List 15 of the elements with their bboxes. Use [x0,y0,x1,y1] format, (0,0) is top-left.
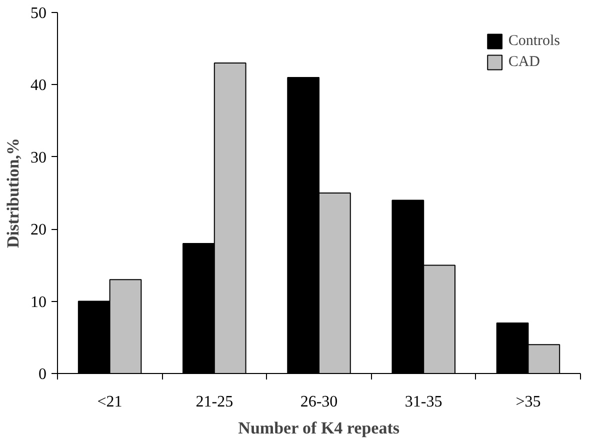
y-tick-label: 10 [30,294,46,311]
y-tick-label: 50 [30,5,46,22]
x-tick-label: <21 [97,394,122,410]
x-tick-label: 26-30 [300,394,338,410]
x-tick-label: 31-35 [404,394,442,410]
x-tick-label: 21-25 [196,394,234,410]
y-tick-label: 20 [30,222,46,239]
y-axis-title: Distribution,% [4,138,22,248]
legend-label: CAD [508,54,540,70]
x-tick-label: >35 [516,394,541,410]
legend-label: Controls [508,32,560,50]
y-tick-label: 40 [30,77,46,94]
x-axis-title: Number of K4 repeats [238,418,400,438]
y-tick-label: 0 [38,366,46,383]
y-tick-label: 30 [30,149,46,166]
